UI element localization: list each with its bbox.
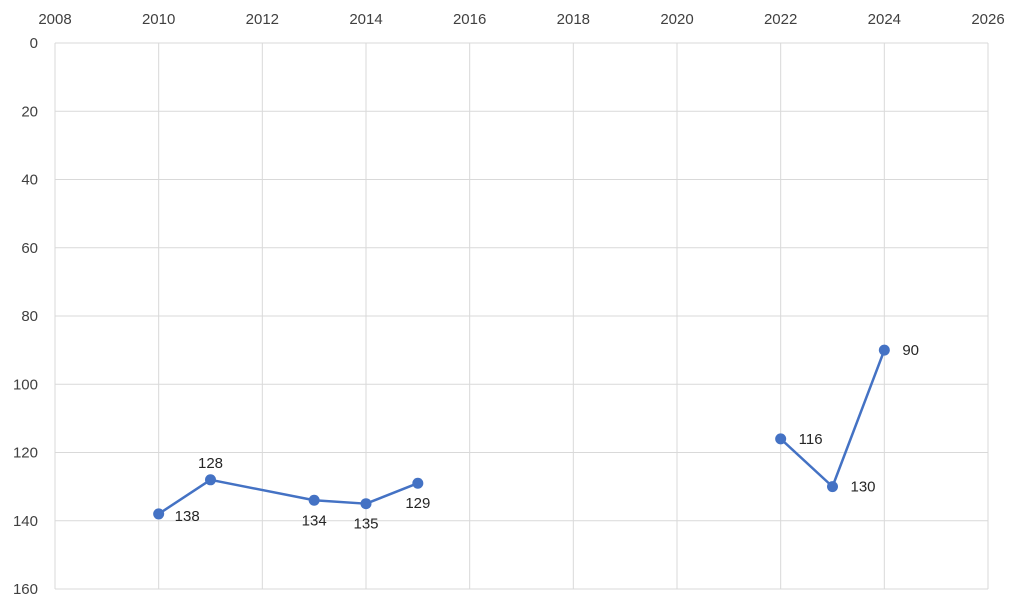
- x-tick-label: 2010: [142, 11, 175, 28]
- data-point: [153, 508, 165, 520]
- data-label: 128: [198, 455, 223, 472]
- data-label: 116: [799, 431, 823, 448]
- y-tick-label: 60: [21, 240, 38, 257]
- x-tick-label: 2014: [349, 11, 382, 28]
- data-point: [775, 433, 787, 445]
- gridlines: [54, 42, 989, 590]
- series-line-segment: [779, 349, 886, 488]
- data-label: 90: [902, 342, 919, 359]
- data-point: [878, 344, 890, 356]
- data-label: 134: [302, 512, 327, 529]
- axis-labels: 2008 2010 2012 2014 2016 2018 2020 2022 2024 2026…: [13, 11, 1005, 598]
- data-points: [153, 344, 890, 520]
- data-point: [360, 498, 372, 510]
- y-tick-label: 0: [30, 35, 38, 52]
- y-tick-label: 160: [13, 581, 38, 598]
- data-point: [205, 474, 216, 486]
- y-tick-label: 100: [13, 376, 38, 393]
- x-tick-label: 2008: [38, 11, 71, 28]
- x-tick-label: 2022: [764, 11, 797, 28]
- series-lines: [157, 349, 886, 515]
- data-label: 135: [353, 516, 378, 533]
- y-tick-label: 140: [13, 513, 38, 530]
- x-tick-label: 2016: [453, 11, 486, 28]
- data-label: 138: [175, 508, 200, 525]
- data-label: 129: [405, 495, 430, 512]
- data-point: [412, 477, 424, 489]
- x-tick-label: 2018: [557, 11, 590, 28]
- y-tick-label: 80: [21, 308, 38, 325]
- y-tick-label: 20: [21, 103, 38, 120]
- data-labels: 138 128 134 135 129 116 130 90: [175, 342, 919, 533]
- x-tick-label: 2012: [246, 11, 279, 28]
- x-tick-label: 2020: [660, 11, 693, 28]
- data-point: [308, 494, 320, 506]
- x-tick-label: 2026: [971, 11, 1004, 28]
- x-tick-label: 2024: [868, 11, 901, 28]
- data-label: 130: [851, 479, 876, 496]
- y-tick-label: 120: [13, 445, 38, 462]
- y-tick-label: 40: [21, 172, 38, 189]
- data-point: [827, 481, 838, 493]
